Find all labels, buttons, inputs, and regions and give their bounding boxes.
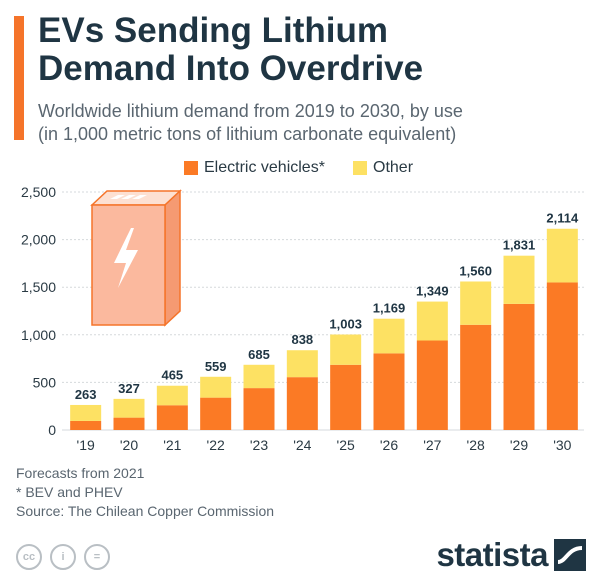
total-label: 1,349 bbox=[416, 284, 449, 299]
bar-other bbox=[70, 404, 102, 421]
subtitle-line-1: Worldwide lithium demand from 2019 to 20… bbox=[38, 101, 463, 121]
x-tick-label: '22 bbox=[207, 437, 225, 453]
subtitle: Worldwide lithium demand from 2019 to 20… bbox=[38, 100, 588, 146]
total-label: 1,560 bbox=[459, 263, 492, 278]
x-tick-label: '28 bbox=[467, 437, 485, 453]
total-label: 263 bbox=[75, 387, 97, 402]
x-tick-label: '30 bbox=[553, 437, 571, 453]
title-line-1: EVs Sending Lithium bbox=[38, 11, 389, 50]
x-tick-label: '26 bbox=[380, 437, 398, 453]
bar-electric-vehicles bbox=[113, 417, 145, 430]
bar-electric-vehicles bbox=[416, 340, 448, 430]
source-note: Source: The Chilean Copper Commission bbox=[16, 503, 275, 519]
legend-swatch-other bbox=[353, 161, 367, 175]
statista-wordmark: statista bbox=[436, 536, 548, 573]
y-tick-label: 1,000 bbox=[21, 327, 56, 343]
bar-electric-vehicles bbox=[546, 282, 578, 430]
legend-item-other: Other bbox=[353, 159, 413, 177]
bar-other bbox=[243, 364, 275, 389]
title-line-2: Demand Into Overdrive bbox=[38, 49, 424, 88]
x-tick-label: '24 bbox=[293, 437, 311, 453]
bar-electric-vehicles bbox=[243, 388, 275, 430]
total-label: 1,831 bbox=[503, 238, 536, 253]
y-tick-label: 2,000 bbox=[21, 232, 56, 248]
y-tick-label: 2,500 bbox=[21, 184, 56, 200]
bar-electric-vehicles bbox=[330, 364, 362, 430]
bar-electric-vehicles bbox=[460, 324, 492, 430]
total-label: 838 bbox=[291, 332, 313, 347]
total-label: 465 bbox=[161, 368, 183, 383]
bar-other bbox=[373, 318, 405, 354]
no-derivatives-icon[interactable]: = bbox=[84, 544, 110, 570]
bar-other bbox=[113, 398, 145, 418]
bar-other bbox=[286, 350, 318, 378]
x-tick-label: '25 bbox=[337, 437, 355, 453]
footnotes: Forecasts from 2021 * BEV and PHEV Sourc… bbox=[16, 464, 274, 521]
attribution-icon[interactable]: i bbox=[50, 544, 76, 570]
y-tick-label: 500 bbox=[33, 374, 57, 390]
total-label: 685 bbox=[248, 347, 270, 362]
bar-other bbox=[330, 334, 362, 365]
y-tick-label: 1,500 bbox=[21, 279, 56, 295]
bar-other bbox=[503, 255, 535, 304]
page-title: EVs Sending Lithium Demand Into Overdriv… bbox=[38, 12, 578, 88]
bar-electric-vehicles bbox=[200, 397, 232, 430]
bar-other bbox=[416, 301, 448, 341]
bar-electric-vehicles bbox=[286, 377, 318, 430]
x-tick-label: '19 bbox=[77, 437, 95, 453]
total-label: 1,169 bbox=[373, 301, 406, 316]
bar-electric-vehicles bbox=[156, 405, 188, 430]
x-tick-label: '29 bbox=[510, 437, 528, 453]
total-label: 1,003 bbox=[329, 317, 362, 332]
chart-legend: Electric vehicles* Other bbox=[0, 159, 600, 181]
statista-brand[interactable]: statista bbox=[436, 536, 586, 574]
bar-other bbox=[200, 376, 232, 398]
x-tick-label: '27 bbox=[423, 437, 441, 453]
x-tick-label: '23 bbox=[250, 437, 268, 453]
battery-icon bbox=[90, 189, 182, 327]
bar-other bbox=[460, 281, 492, 325]
bar-electric-vehicles bbox=[70, 420, 102, 430]
total-label: 2,114 bbox=[546, 211, 579, 226]
bar-electric-vehicles bbox=[503, 303, 535, 430]
bar-electric-vehicles bbox=[373, 353, 405, 430]
bar-other bbox=[546, 228, 578, 283]
total-label: 327 bbox=[118, 381, 140, 396]
statista-logo-icon bbox=[554, 539, 586, 571]
subtitle-line-2: (in 1,000 metric tons of lithium carbona… bbox=[38, 124, 457, 144]
license-icons: cc i = bbox=[16, 544, 110, 570]
accent-bar bbox=[14, 16, 24, 140]
legend-label-other: Other bbox=[373, 159, 414, 176]
bar-other bbox=[156, 385, 188, 406]
total-label: 559 bbox=[205, 359, 227, 374]
legend-swatch-ev bbox=[184, 161, 198, 175]
bar-chart: 0 500 1,000 1,500 2,000 2,500 263 '19 327 '20 465 '… bbox=[21, 184, 584, 453]
creative-commons-icon[interactable]: cc bbox=[16, 544, 42, 570]
legend-label-ev: Electric vehicles* bbox=[204, 159, 325, 176]
bev-phev-note: * BEV and PHEV bbox=[16, 484, 123, 500]
x-tick-label: '20 bbox=[120, 437, 138, 453]
legend-item-ev: Electric vehicles* bbox=[184, 159, 325, 177]
y-tick-label: 0 bbox=[48, 422, 56, 438]
forecast-note: Forecasts from 2021 bbox=[16, 465, 145, 481]
x-tick-label: '21 bbox=[163, 437, 181, 453]
